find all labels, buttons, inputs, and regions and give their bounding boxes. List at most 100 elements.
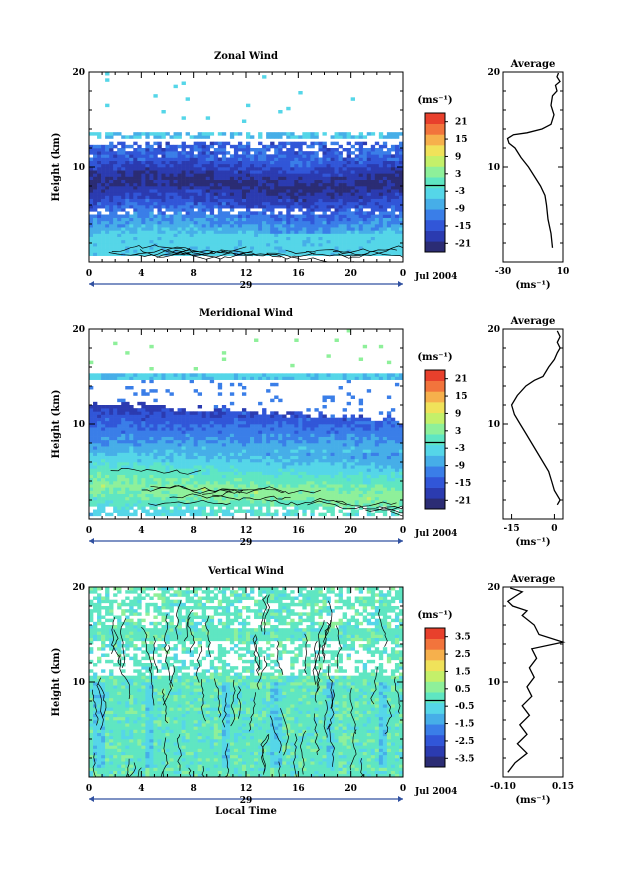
field-cell [205,243,211,247]
field-cell [145,477,150,482]
field-cell [237,249,243,253]
field-cell [310,509,315,513]
field-cell [322,224,327,228]
field-cell [362,503,368,507]
field-cell [250,465,255,469]
field-cell [310,220,315,225]
colorbar-tick-label: -9 [455,205,465,215]
field-cell [318,179,323,184]
field-cell [225,496,231,501]
field-cell [213,252,219,256]
field-cell [209,430,215,434]
field-cell [370,243,376,247]
field-cell [246,233,251,237]
field-cell [213,173,219,177]
field-cell [290,186,295,190]
field-cell [113,490,118,494]
field-cell [250,493,255,498]
field-cell [326,439,331,444]
field-cell [237,141,243,146]
field-cell [370,496,376,501]
field-cell [149,195,154,199]
field-cell [137,176,142,180]
field-cell [378,249,384,253]
field-cell [314,217,319,222]
field-cell [181,81,186,85]
field-cell [105,236,110,241]
field-cell [362,443,368,447]
field-cell [282,468,287,472]
field-cell [350,477,355,482]
field-cell [286,186,291,190]
field-cell [398,477,404,482]
field-cell [185,477,190,482]
field-cell [121,227,126,231]
field-cell [318,192,323,196]
field-cell [374,443,380,447]
field-cell [117,503,122,507]
field-cell [394,179,400,184]
field-cell [121,233,126,237]
field-cell [213,170,219,174]
field-cell [157,443,162,447]
field-cell [97,509,102,513]
field-cell [350,214,355,218]
field-cell [161,455,166,460]
field-cell [310,192,315,196]
field-cell [197,230,203,234]
field-cell [266,462,271,466]
field-cell [181,144,186,149]
field-cell [354,170,360,174]
field-cell [185,458,190,463]
field-cell [398,493,404,498]
field-cell [97,179,102,184]
field-cell [161,189,166,193]
field-cell [258,236,263,241]
field-cell [394,236,400,241]
field-cell [241,214,247,218]
field-cell [185,214,190,218]
field-cell [354,477,360,482]
field-cell [394,167,400,171]
field-cell [322,477,327,482]
field-cell [302,490,307,494]
field-cell [189,443,194,447]
field-cell [358,182,364,187]
field-cell [97,189,102,193]
field-cell [266,477,271,482]
field-cell [374,173,380,177]
field-cell [250,452,255,456]
field-cell [201,246,207,250]
field-cell [189,182,194,187]
colorbar-tick-label: 9 [455,152,461,162]
field-cell [133,465,138,469]
field-cell [165,160,170,165]
field-cell [278,477,283,482]
field-cell [398,230,404,234]
field-cell [109,252,114,256]
field-cell [157,173,162,177]
field-cell [358,220,364,225]
field-cell [246,484,251,488]
field-cell [338,503,343,507]
field-cell [205,205,211,209]
field-cell [93,455,98,460]
field-cell [342,233,347,237]
field-cell [282,173,287,177]
field-cell [121,214,126,218]
field-cell [394,249,400,253]
field-cell [141,471,146,475]
field-cell [294,430,299,434]
field-cell [181,503,186,507]
field-cell [189,236,194,241]
field-cell [258,141,263,146]
field-cell [93,179,98,184]
field-cell [229,487,235,491]
field-cell [266,201,271,206]
field-cell [342,443,347,447]
field-cell [157,132,162,136]
field-cell [246,160,251,165]
field-cell [113,160,118,165]
field-cell [117,208,122,212]
field-cell [346,205,351,209]
